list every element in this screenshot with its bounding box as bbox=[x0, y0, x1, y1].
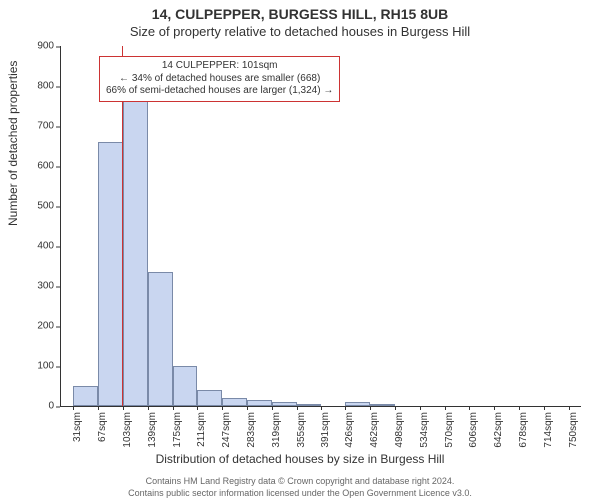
footer-line1: Contains HM Land Registry data © Crown c… bbox=[0, 476, 600, 486]
histogram-bar bbox=[272, 402, 297, 406]
xtick-mark bbox=[123, 406, 124, 410]
histogram-bar bbox=[98, 142, 123, 406]
xtick-label: 426sqm bbox=[344, 412, 355, 452]
xtick-label: 67sqm bbox=[97, 412, 108, 452]
xtick-mark bbox=[395, 406, 396, 410]
xtick-label: 139sqm bbox=[147, 412, 158, 452]
xtick-label: 391sqm bbox=[320, 412, 331, 452]
xtick-label: 606sqm bbox=[468, 412, 479, 452]
histogram-bar bbox=[345, 402, 370, 406]
ytick-label: 600 bbox=[0, 161, 60, 172]
xtick-label: 355sqm bbox=[296, 412, 307, 452]
x-axis-label: Distribution of detached houses by size … bbox=[0, 452, 600, 466]
annotation-line2: ← 34% of detached houses are smaller (66… bbox=[106, 73, 333, 86]
xtick-label: 570sqm bbox=[444, 412, 455, 452]
xtick-label: 319sqm bbox=[271, 412, 282, 452]
xtick-mark bbox=[247, 406, 248, 410]
xtick-label: 283sqm bbox=[246, 412, 257, 452]
xtick-mark bbox=[544, 406, 545, 410]
histogram-bar bbox=[148, 272, 173, 406]
chart-title-2: Size of property relative to detached ho… bbox=[0, 24, 600, 39]
histogram-bar bbox=[197, 390, 222, 406]
plot-area: 14 CULPEPPER: 101sqm ← 34% of detached h… bbox=[60, 46, 581, 407]
xtick-mark bbox=[73, 406, 74, 410]
xtick-label: 498sqm bbox=[394, 412, 405, 452]
histogram-bar bbox=[370, 404, 395, 406]
ytick-label: 500 bbox=[0, 201, 60, 212]
xtick-label: 534sqm bbox=[419, 412, 430, 452]
xtick-label: 462sqm bbox=[369, 412, 380, 452]
xtick-mark bbox=[197, 406, 198, 410]
ytick-label: 900 bbox=[0, 41, 60, 52]
xtick-mark bbox=[148, 406, 149, 410]
xtick-mark bbox=[272, 406, 273, 410]
xtick-mark bbox=[494, 406, 495, 410]
xtick-label: 247sqm bbox=[221, 412, 232, 452]
ytick-label: 0 bbox=[0, 401, 60, 412]
xtick-mark bbox=[445, 406, 446, 410]
histogram-bar bbox=[73, 386, 98, 406]
xtick-label: 750sqm bbox=[568, 412, 579, 452]
xtick-mark bbox=[370, 406, 371, 410]
annotation-line1: 14 CULPEPPER: 101sqm bbox=[106, 60, 333, 73]
xtick-mark bbox=[420, 406, 421, 410]
xtick-mark bbox=[519, 406, 520, 410]
xtick-mark bbox=[173, 406, 174, 410]
xtick-mark bbox=[222, 406, 223, 410]
ytick-label: 200 bbox=[0, 321, 60, 332]
chart-container: 14, CULPEPPER, BURGESS HILL, RH15 8UB Si… bbox=[0, 0, 600, 500]
xtick-label: 678sqm bbox=[518, 412, 529, 452]
ytick-label: 100 bbox=[0, 361, 60, 372]
annotation-box: 14 CULPEPPER: 101sqm ← 34% of detached h… bbox=[99, 56, 340, 102]
xtick-label: 211sqm bbox=[196, 412, 207, 452]
histogram-bar bbox=[173, 366, 198, 406]
xtick-label: 103sqm bbox=[122, 412, 133, 452]
ytick-label: 400 bbox=[0, 241, 60, 252]
ytick-label: 700 bbox=[0, 121, 60, 132]
histogram-bar bbox=[297, 404, 322, 406]
xtick-label: 642sqm bbox=[493, 412, 504, 452]
histogram-bar bbox=[247, 400, 272, 406]
footer-line2: Contains public sector information licen… bbox=[0, 488, 600, 498]
xtick-mark bbox=[321, 406, 322, 410]
chart-title-1: 14, CULPEPPER, BURGESS HILL, RH15 8UB bbox=[0, 6, 600, 22]
xtick-label: 175sqm bbox=[172, 412, 183, 452]
xtick-mark bbox=[569, 406, 570, 410]
ytick-label: 800 bbox=[0, 81, 60, 92]
xtick-label: 31sqm bbox=[72, 412, 83, 452]
xtick-mark bbox=[297, 406, 298, 410]
histogram-bar bbox=[222, 398, 247, 406]
histogram-bar bbox=[123, 94, 148, 406]
xtick-label: 714sqm bbox=[543, 412, 554, 452]
xtick-mark bbox=[469, 406, 470, 410]
xtick-mark bbox=[98, 406, 99, 410]
xtick-mark bbox=[345, 406, 346, 410]
ytick-label: 300 bbox=[0, 281, 60, 292]
annotation-line3: 66% of semi-detached houses are larger (… bbox=[106, 85, 333, 98]
